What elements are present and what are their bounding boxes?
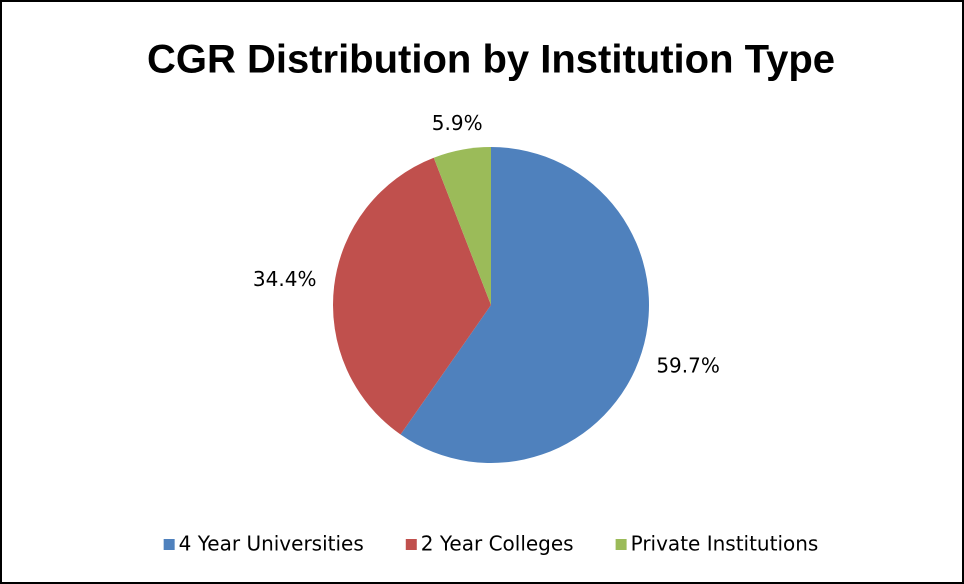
data-label: 34.4%: [253, 267, 317, 291]
pie-slice: [333, 157, 491, 435]
pie-slice: [400, 147, 649, 463]
legend-swatch: [405, 539, 417, 550]
chart-title: CGR Distribution by Institution Type: [147, 38, 835, 82]
legend-swatch: [615, 539, 627, 550]
data-label: 59.7%: [656, 353, 720, 377]
legend-label: Private Institutions: [631, 532, 819, 556]
legend-label: 2 Year Colleges: [421, 532, 574, 556]
legend-label: 4 Year Universities: [179, 532, 364, 556]
data-label: 5.9%: [432, 111, 483, 135]
pie-slice: [433, 147, 491, 305]
legend-swatch: [163, 539, 175, 550]
